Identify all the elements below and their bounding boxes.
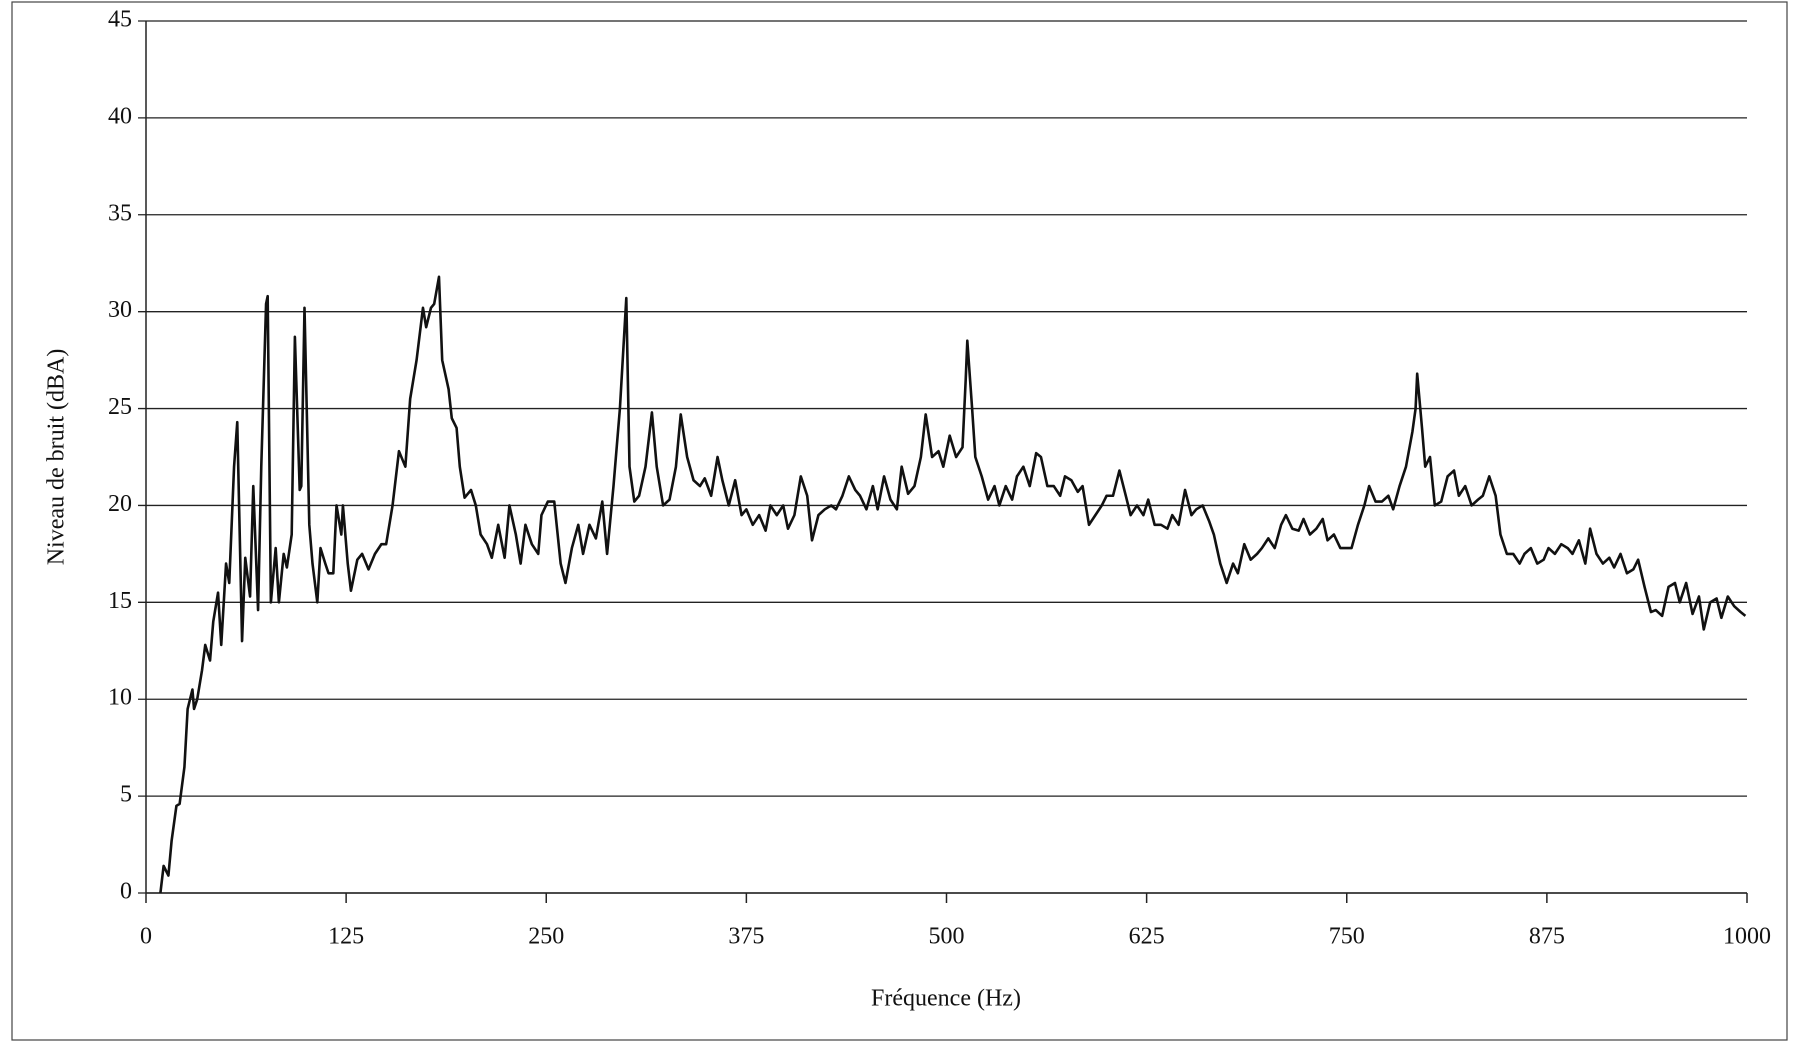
y-tick-label: 5	[120, 782, 132, 808]
x-tick-label: 1000	[1723, 924, 1771, 950]
x-tick-label: 500	[929, 924, 965, 950]
y-tick-label: 30	[108, 297, 132, 323]
x-tick-label: 0	[140, 924, 152, 950]
data-line	[159, 275, 1747, 894]
y-tick-label: 40	[108, 103, 132, 129]
y-tick-label: 10	[108, 685, 132, 711]
x-tick-label: 125	[328, 924, 364, 950]
x-tick-label: 750	[1329, 924, 1365, 950]
y-tick-label: 20	[108, 491, 132, 517]
frame	[11, 1, 1788, 1041]
y-axis-title: Niveau de bruit (dBA)	[44, 349, 70, 566]
x-axis-title: Fréquence (Hz)	[871, 986, 1021, 1012]
x-tick-label: 250	[528, 924, 564, 950]
x-tick-label: 875	[1529, 924, 1565, 950]
x-tick-label: 375	[728, 924, 764, 950]
y-tick-label: 35	[108, 200, 132, 226]
y-tick-label: 45	[108, 7, 132, 33]
y-tick-label: 15	[108, 588, 132, 614]
y-tick-label: 25	[108, 394, 132, 420]
y-tick-label: 0	[120, 879, 132, 905]
x-tick-label: 625	[1129, 924, 1165, 950]
